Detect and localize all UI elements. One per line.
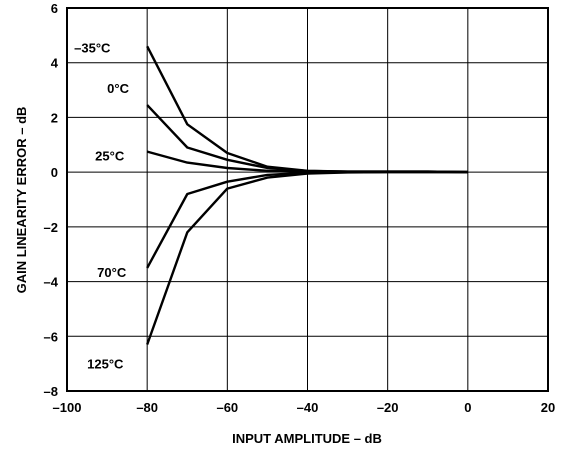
series-label-2: 25°C — [95, 149, 125, 164]
series-label-3: 70°C — [97, 265, 127, 280]
x-tick-label: –60 — [216, 400, 238, 415]
y-tick-label: 6 — [51, 1, 58, 16]
plot-frame — [66, 7, 549, 392]
x-axis-title: INPUT AMPLITUDE – dB — [232, 431, 382, 446]
y-axis-ticks: –8 –6 –4 –2 0 2 4 6 — [44, 1, 59, 399]
y-tick-label: –4 — [44, 275, 59, 290]
x-tick-label: –40 — [297, 400, 319, 415]
x-axis-ticks: –100 –80 –60 –40 –20 0 20 — [53, 400, 556, 415]
series-label-0: –35°C — [74, 40, 111, 55]
y-tick-label: –2 — [44, 220, 58, 235]
x-tick-label: 20 — [541, 400, 555, 415]
x-tick-label: 0 — [464, 400, 471, 415]
series-group — [146, 45, 468, 345]
series-label-1: 0°C — [107, 81, 129, 96]
series-labels: –35°C 0°C 25°C 70°C 125°C — [74, 40, 129, 371]
grid — [67, 8, 548, 391]
y-tick-label: –6 — [44, 329, 58, 344]
y-tick-label: 4 — [51, 56, 59, 71]
x-tick-label: –20 — [377, 400, 399, 415]
y-tick-label: –8 — [44, 384, 58, 399]
series-label-4: 125°C — [87, 356, 124, 371]
y-axis-title: GAIN LINEARITY ERROR – dB — [14, 107, 29, 294]
x-tick-label: –100 — [53, 400, 82, 415]
y-tick-label: 0 — [51, 165, 58, 180]
series-line-4 — [146, 170, 468, 345]
x-tick-label: –80 — [136, 400, 158, 415]
y-tick-label: 2 — [51, 110, 58, 125]
